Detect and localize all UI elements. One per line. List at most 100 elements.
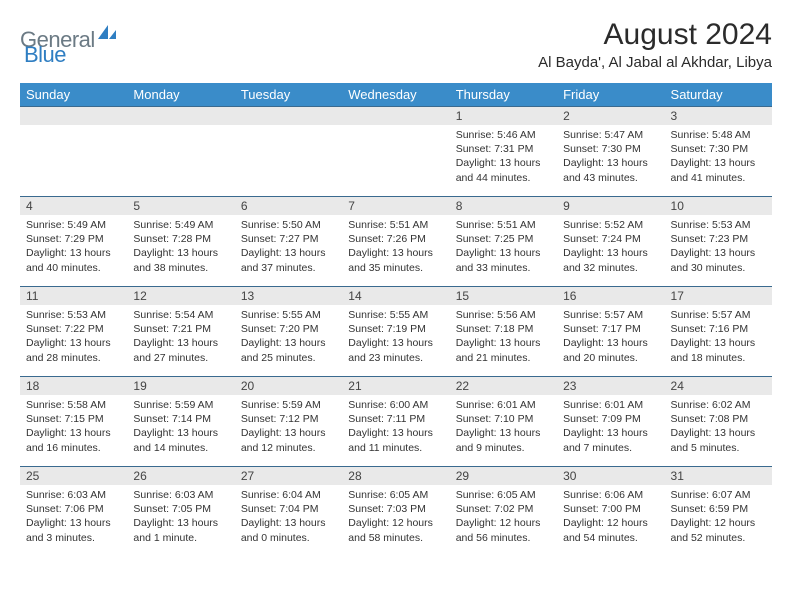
day-daylight1: Daylight: 13 hours xyxy=(563,246,658,260)
day-daylight2: and 7 minutes. xyxy=(563,441,658,455)
day-sunrise: Sunrise: 6:02 AM xyxy=(671,398,766,412)
day-header: Sunday xyxy=(20,83,127,107)
day-number: 13 xyxy=(235,287,342,305)
day-daylight2: and 20 minutes. xyxy=(563,351,658,365)
calendar-day-cell: 31Sunrise: 6:07 AMSunset: 6:59 PMDayligh… xyxy=(665,467,772,557)
day-sunset: Sunset: 7:05 PM xyxy=(133,502,228,516)
calendar-day-cell: 6Sunrise: 5:50 AMSunset: 7:27 PMDaylight… xyxy=(235,197,342,287)
calendar-day-cell: 1Sunrise: 5:46 AMSunset: 7:31 PMDaylight… xyxy=(450,107,557,197)
day-sunset: Sunset: 7:23 PM xyxy=(671,232,766,246)
day-daylight1: Daylight: 13 hours xyxy=(563,156,658,170)
day-sunset: Sunset: 7:19 PM xyxy=(348,322,443,336)
day-sunset: Sunset: 7:10 PM xyxy=(456,412,551,426)
day-number: 7 xyxy=(342,197,449,215)
calendar-day-cell: 5Sunrise: 5:49 AMSunset: 7:28 PMDaylight… xyxy=(127,197,234,287)
day-sunrise: Sunrise: 5:55 AM xyxy=(348,308,443,322)
day-sunrise: Sunrise: 5:53 AM xyxy=(671,218,766,232)
day-sunrise: Sunrise: 5:57 AM xyxy=(671,308,766,322)
day-header: Tuesday xyxy=(235,83,342,107)
day-number: 11 xyxy=(20,287,127,305)
day-details: Sunrise: 5:53 AMSunset: 7:23 PMDaylight:… xyxy=(665,215,772,279)
day-daylight2: and 28 minutes. xyxy=(26,351,121,365)
day-sunset: Sunset: 7:00 PM xyxy=(563,502,658,516)
day-number xyxy=(342,107,449,125)
day-number: 29 xyxy=(450,467,557,485)
day-number: 28 xyxy=(342,467,449,485)
day-daylight2: and 38 minutes. xyxy=(133,261,228,275)
day-daylight1: Daylight: 12 hours xyxy=(348,516,443,530)
day-sunrise: Sunrise: 6:06 AM xyxy=(563,488,658,502)
day-sunset: Sunset: 7:24 PM xyxy=(563,232,658,246)
calendar-day-cell: 14Sunrise: 5:55 AMSunset: 7:19 PMDayligh… xyxy=(342,287,449,377)
day-daylight1: Daylight: 13 hours xyxy=(348,426,443,440)
day-sunrise: Sunrise: 5:59 AM xyxy=(133,398,228,412)
day-sunset: Sunset: 7:28 PM xyxy=(133,232,228,246)
day-number: 3 xyxy=(665,107,772,125)
day-header: Friday xyxy=(557,83,664,107)
calendar-day-cell: 12Sunrise: 5:54 AMSunset: 7:21 PMDayligh… xyxy=(127,287,234,377)
day-daylight2: and 44 minutes. xyxy=(456,171,551,185)
day-daylight2: and 52 minutes. xyxy=(671,531,766,545)
day-daylight2: and 21 minutes. xyxy=(456,351,551,365)
day-details: Sunrise: 5:51 AMSunset: 7:26 PMDaylight:… xyxy=(342,215,449,279)
day-number: 17 xyxy=(665,287,772,305)
day-details: Sunrise: 6:04 AMSunset: 7:04 PMDaylight:… xyxy=(235,485,342,549)
logo-blue-row: Blue xyxy=(24,42,66,68)
day-daylight2: and 37 minutes. xyxy=(241,261,336,275)
calendar-header-row: SundayMondayTuesdayWednesdayThursdayFrid… xyxy=(20,83,772,107)
day-sunrise: Sunrise: 5:59 AM xyxy=(241,398,336,412)
day-sunrise: Sunrise: 5:53 AM xyxy=(26,308,121,322)
day-number: 15 xyxy=(450,287,557,305)
calendar-day-cell: 19Sunrise: 5:59 AMSunset: 7:14 PMDayligh… xyxy=(127,377,234,467)
day-details: Sunrise: 5:57 AMSunset: 7:16 PMDaylight:… xyxy=(665,305,772,369)
day-daylight1: Daylight: 13 hours xyxy=(456,336,551,350)
day-details: Sunrise: 5:58 AMSunset: 7:15 PMDaylight:… xyxy=(20,395,127,459)
day-sunset: Sunset: 7:31 PM xyxy=(456,142,551,156)
calendar-day-cell: 28Sunrise: 6:05 AMSunset: 7:03 PMDayligh… xyxy=(342,467,449,557)
day-daylight1: Daylight: 13 hours xyxy=(456,426,551,440)
day-sunset: Sunset: 7:26 PM xyxy=(348,232,443,246)
day-details: Sunrise: 5:59 AMSunset: 7:12 PMDaylight:… xyxy=(235,395,342,459)
day-sunrise: Sunrise: 5:50 AM xyxy=(241,218,336,232)
day-details: Sunrise: 5:46 AMSunset: 7:31 PMDaylight:… xyxy=(450,125,557,189)
day-sunrise: Sunrise: 5:56 AM xyxy=(456,308,551,322)
day-details: Sunrise: 5:59 AMSunset: 7:14 PMDaylight:… xyxy=(127,395,234,459)
day-number: 19 xyxy=(127,377,234,395)
day-number: 12 xyxy=(127,287,234,305)
title-block: August 2024 Al Bayda', Al Jabal al Akhda… xyxy=(538,18,772,77)
day-sunrise: Sunrise: 6:05 AM xyxy=(456,488,551,502)
calendar-day-cell: 2Sunrise: 5:47 AMSunset: 7:30 PMDaylight… xyxy=(557,107,664,197)
day-sunset: Sunset: 7:02 PM xyxy=(456,502,551,516)
day-daylight2: and 23 minutes. xyxy=(348,351,443,365)
calendar-day-cell: 26Sunrise: 6:03 AMSunset: 7:05 PMDayligh… xyxy=(127,467,234,557)
calendar-day-cell: 27Sunrise: 6:04 AMSunset: 7:04 PMDayligh… xyxy=(235,467,342,557)
day-daylight2: and 54 minutes. xyxy=(563,531,658,545)
day-number: 24 xyxy=(665,377,772,395)
page-header: General August 2024 Al Bayda', Al Jabal … xyxy=(20,18,772,77)
calendar-day-cell: 13Sunrise: 5:55 AMSunset: 7:20 PMDayligh… xyxy=(235,287,342,377)
day-daylight2: and 18 minutes. xyxy=(671,351,766,365)
day-daylight1: Daylight: 12 hours xyxy=(671,516,766,530)
calendar-day-cell: 3Sunrise: 5:48 AMSunset: 7:30 PMDaylight… xyxy=(665,107,772,197)
day-daylight1: Daylight: 13 hours xyxy=(26,516,121,530)
day-daylight2: and 58 minutes. xyxy=(348,531,443,545)
day-daylight1: Daylight: 13 hours xyxy=(133,246,228,260)
calendar-day-cell: 24Sunrise: 6:02 AMSunset: 7:08 PMDayligh… xyxy=(665,377,772,467)
day-daylight1: Daylight: 13 hours xyxy=(241,426,336,440)
day-sunset: Sunset: 7:30 PM xyxy=(563,142,658,156)
day-daylight2: and 27 minutes. xyxy=(133,351,228,365)
calendar-day-cell: 21Sunrise: 6:00 AMSunset: 7:11 PMDayligh… xyxy=(342,377,449,467)
day-sunset: Sunset: 7:29 PM xyxy=(26,232,121,246)
day-sunset: Sunset: 6:59 PM xyxy=(671,502,766,516)
day-sunset: Sunset: 7:25 PM xyxy=(456,232,551,246)
calendar-table: SundayMondayTuesdayWednesdayThursdayFrid… xyxy=(20,83,772,557)
day-daylight1: Daylight: 13 hours xyxy=(133,426,228,440)
day-daylight2: and 41 minutes. xyxy=(671,171,766,185)
day-sunrise: Sunrise: 6:04 AM xyxy=(241,488,336,502)
day-details: Sunrise: 5:52 AMSunset: 7:24 PMDaylight:… xyxy=(557,215,664,279)
day-sunset: Sunset: 7:12 PM xyxy=(241,412,336,426)
day-details: Sunrise: 5:51 AMSunset: 7:25 PMDaylight:… xyxy=(450,215,557,279)
calendar-week-row: 18Sunrise: 5:58 AMSunset: 7:15 PMDayligh… xyxy=(20,377,772,467)
day-daylight2: and 35 minutes. xyxy=(348,261,443,275)
day-daylight1: Daylight: 13 hours xyxy=(26,336,121,350)
